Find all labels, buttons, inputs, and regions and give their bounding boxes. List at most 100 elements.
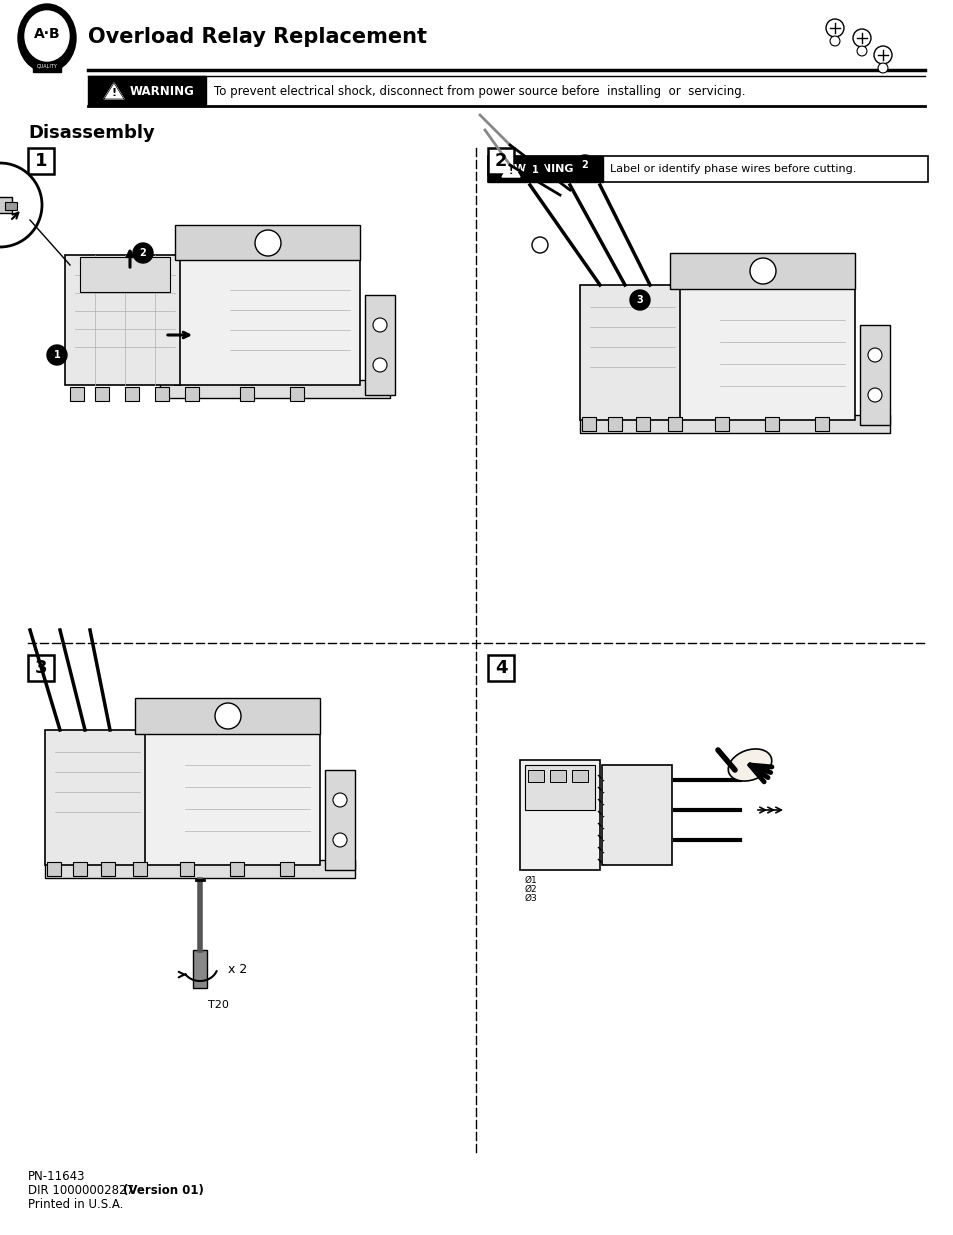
Bar — [80, 257, 170, 291]
Ellipse shape — [727, 748, 771, 781]
Text: 2: 2 — [581, 161, 588, 170]
Circle shape — [825, 19, 843, 37]
Text: !: ! — [112, 88, 116, 98]
Bar — [607, 417, 621, 431]
Text: (Version 01): (Version 01) — [123, 1184, 204, 1197]
Bar — [280, 862, 294, 876]
Text: To prevent electrical shock, disconnect from power source before  installing  or: To prevent electrical shock, disconnect … — [213, 84, 744, 98]
Text: 3: 3 — [34, 659, 48, 677]
Text: 1: 1 — [531, 165, 537, 175]
Circle shape — [856, 46, 866, 56]
Text: 3: 3 — [636, 295, 642, 305]
Bar — [5, 203, 17, 210]
Bar — [714, 417, 728, 431]
Circle shape — [852, 28, 870, 47]
Bar — [180, 862, 193, 876]
Text: PN-11643: PN-11643 — [28, 1170, 86, 1183]
Circle shape — [373, 358, 387, 372]
Polygon shape — [501, 162, 519, 177]
Bar — [193, 950, 207, 988]
Bar — [160, 380, 390, 398]
Ellipse shape — [18, 4, 76, 72]
Circle shape — [829, 36, 839, 46]
Text: Ø1: Ø1 — [524, 876, 537, 884]
Bar — [65, 254, 180, 385]
Bar — [240, 387, 253, 401]
Bar — [488, 156, 602, 182]
Circle shape — [254, 230, 281, 256]
Circle shape — [629, 290, 649, 310]
Text: !: ! — [508, 165, 513, 177]
Bar — [581, 417, 596, 431]
Bar — [365, 295, 395, 395]
Bar — [488, 156, 927, 182]
Text: Ø3: Ø3 — [524, 893, 537, 903]
Bar — [132, 862, 147, 876]
Bar — [524, 764, 595, 810]
Bar — [814, 417, 828, 431]
Text: Label or identify phase wires before cutting.: Label or identify phase wires before cut… — [609, 164, 856, 174]
Circle shape — [333, 793, 347, 806]
Circle shape — [132, 243, 152, 263]
Bar — [95, 387, 109, 401]
Circle shape — [867, 388, 882, 403]
Bar — [519, 760, 599, 869]
Text: QUALITY: QUALITY — [36, 63, 57, 68]
Circle shape — [47, 345, 67, 366]
Bar — [45, 730, 145, 864]
Bar — [70, 387, 84, 401]
Bar — [579, 415, 889, 433]
Text: 2: 2 — [139, 248, 146, 258]
Circle shape — [532, 237, 547, 253]
Bar — [154, 387, 169, 401]
Text: WARNING: WARNING — [130, 84, 194, 98]
Text: 1: 1 — [53, 350, 60, 359]
Bar — [28, 148, 54, 174]
Bar — [125, 387, 139, 401]
Bar — [45, 860, 355, 878]
Text: DIR 10000002827: DIR 10000002827 — [28, 1184, 137, 1197]
Bar — [669, 253, 854, 289]
Bar — [0, 198, 12, 212]
Text: Disassembly: Disassembly — [28, 124, 154, 142]
Bar — [33, 61, 61, 72]
Bar — [174, 225, 359, 261]
Text: T20: T20 — [208, 1000, 229, 1010]
Circle shape — [749, 258, 775, 284]
Circle shape — [373, 317, 387, 332]
Text: A·B: A·B — [33, 27, 60, 41]
Bar — [230, 862, 244, 876]
Bar — [135, 698, 319, 734]
Bar — [669, 285, 854, 420]
Ellipse shape — [25, 11, 69, 61]
Bar — [488, 655, 514, 680]
Bar — [527, 769, 543, 782]
Bar — [859, 325, 889, 425]
Text: Printed in U.S.A.: Printed in U.S.A. — [28, 1198, 123, 1212]
Text: 2: 2 — [495, 152, 507, 170]
Circle shape — [873, 46, 891, 64]
Bar — [73, 862, 87, 876]
Circle shape — [333, 832, 347, 847]
Circle shape — [877, 63, 887, 73]
Bar — [550, 769, 565, 782]
Bar — [88, 77, 206, 106]
Circle shape — [214, 703, 241, 729]
Bar — [185, 387, 199, 401]
Bar — [47, 862, 61, 876]
Text: Overload Relay Replacement: Overload Relay Replacement — [88, 27, 427, 47]
Circle shape — [575, 156, 595, 175]
Bar — [290, 387, 304, 401]
Bar — [325, 769, 355, 869]
Circle shape — [0, 163, 42, 247]
Circle shape — [524, 161, 544, 180]
Polygon shape — [104, 83, 124, 99]
Bar — [101, 862, 115, 876]
Bar — [636, 417, 649, 431]
Bar — [667, 417, 681, 431]
Text: x 2: x 2 — [228, 963, 247, 977]
Bar — [601, 764, 671, 864]
Text: Ø2: Ø2 — [524, 884, 537, 893]
Text: 1: 1 — [34, 152, 48, 170]
Circle shape — [867, 348, 882, 362]
